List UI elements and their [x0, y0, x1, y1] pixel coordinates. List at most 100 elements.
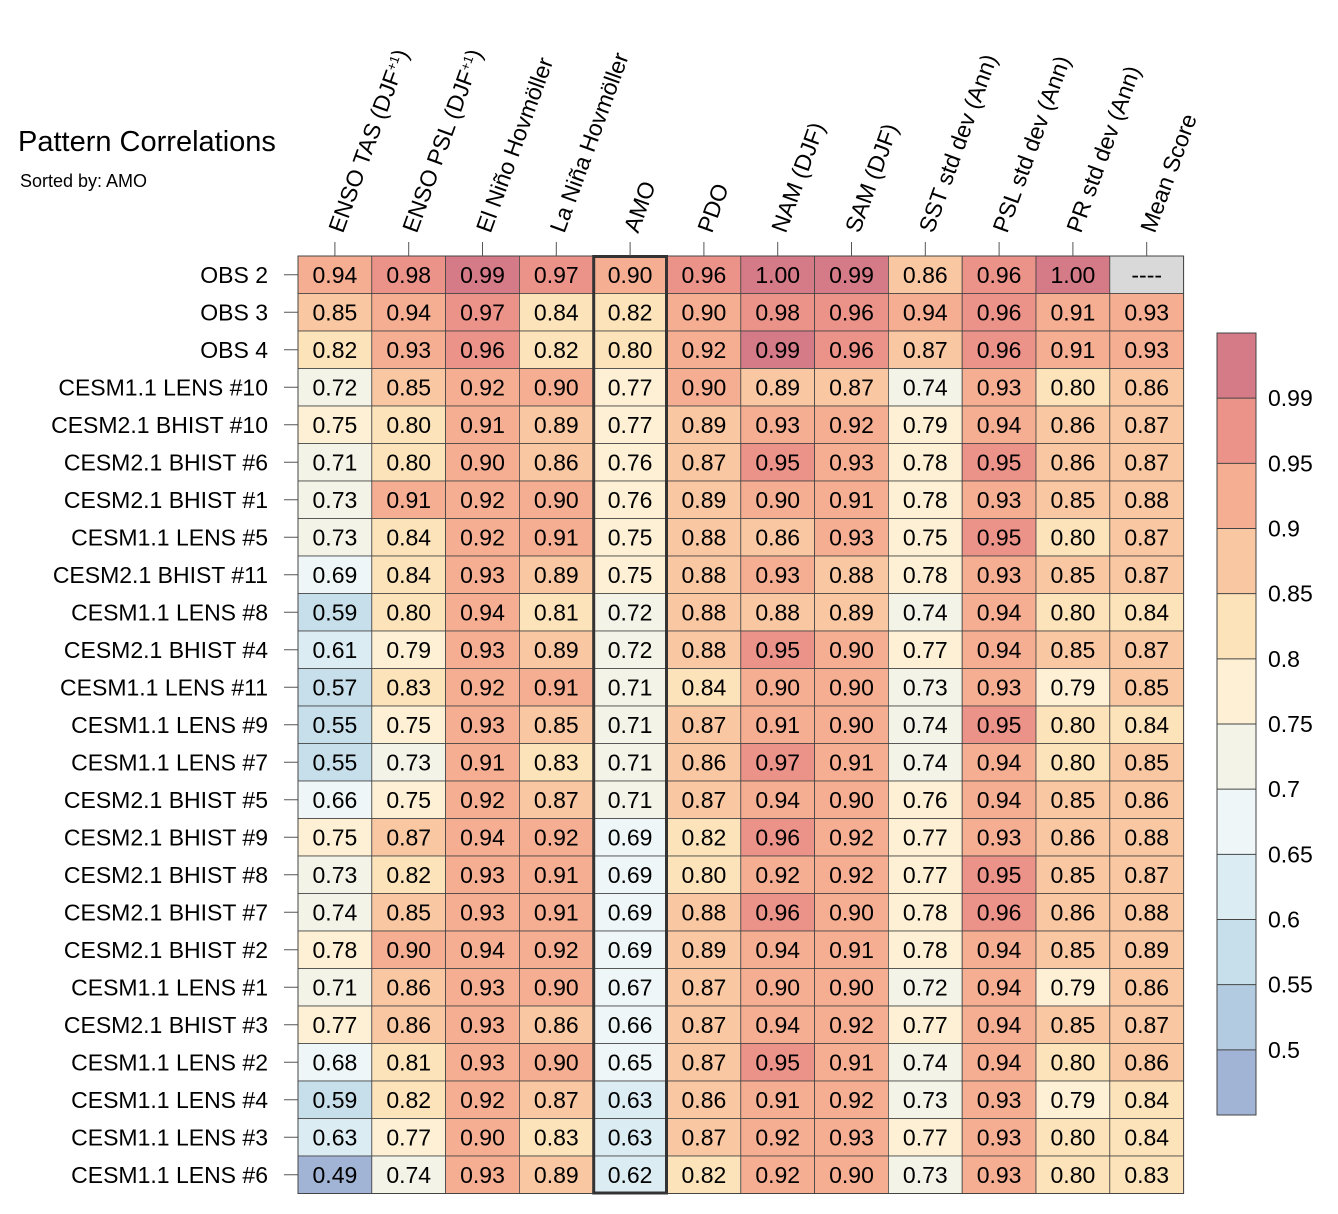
- cell-value: 0.90: [534, 1049, 579, 1075]
- heatmap-cell: [1109, 1118, 1185, 1157]
- cell-value: 0.90: [534, 974, 579, 1000]
- cell-value: 0.90: [534, 374, 579, 400]
- heatmap-cell: [519, 518, 594, 557]
- cell-value: 0.86: [1124, 974, 1169, 1000]
- cell-value: 0.74: [386, 1162, 431, 1188]
- cell-value: 0.79: [1051, 1087, 1096, 1113]
- cell-value: 0.90: [829, 712, 874, 738]
- cell-value: 0.71: [313, 449, 358, 475]
- cell-value: 0.93: [460, 974, 505, 1000]
- cell-value: 0.87: [1124, 412, 1169, 438]
- cell-value: 0.55: [313, 712, 358, 738]
- heatmap-cell: [740, 1118, 815, 1157]
- cell-value: 0.94: [386, 299, 431, 325]
- cell-value: 0.93: [460, 637, 505, 663]
- cell-value: 0.90: [829, 899, 874, 925]
- heatmap-cell: [445, 893, 520, 932]
- heatmap-cell: [1109, 593, 1185, 632]
- heatmap-cell: [888, 930, 963, 969]
- row-label: CESM2.1 BHIST #2: [64, 937, 268, 963]
- heatmap-cell: [519, 1155, 594, 1194]
- heatmap-cell: [814, 930, 889, 969]
- heatmap-cell: [1109, 1155, 1185, 1194]
- cell-value: 0.84: [534, 299, 579, 325]
- cell-value: 0.74: [903, 599, 948, 625]
- cell-value: 0.93: [977, 1087, 1022, 1113]
- cell-value: 0.98: [386, 262, 431, 288]
- cell-value: 0.83: [1124, 1162, 1169, 1188]
- cell-value: 0.86: [386, 974, 431, 1000]
- colorbar-tick-label: 0.55: [1268, 972, 1313, 998]
- cell-value: 0.55: [313, 749, 358, 775]
- cell-value: 0.90: [829, 637, 874, 663]
- heatmap-cell: [1035, 480, 1111, 519]
- heatmap-cell: [814, 330, 889, 369]
- heatmap-cell: [519, 893, 594, 932]
- cell-value: 0.72: [313, 374, 358, 400]
- heatmap-cell: [1035, 1118, 1111, 1157]
- colorbar-band: [1217, 854, 1256, 920]
- heatmap-cell: [888, 518, 963, 557]
- heatmap-cell: [519, 405, 594, 444]
- heatmap-cell: [740, 443, 815, 482]
- cell-value: 0.79: [903, 412, 948, 438]
- column-label: PR std dev (Ann): [1061, 62, 1145, 235]
- cell-value: 0.63: [608, 1087, 653, 1113]
- cell-value: 0.87: [682, 1124, 727, 1150]
- colorbar-band: [1217, 398, 1256, 464]
- cell-value: 0.75: [386, 787, 431, 813]
- cell-value: 0.93: [755, 412, 800, 438]
- row-label: CESM2.1 BHIST #11: [53, 562, 268, 588]
- cell-value: 0.85: [1051, 637, 1096, 663]
- cell-value: 0.74: [313, 899, 358, 925]
- cell-value: 0.99: [755, 337, 800, 363]
- heatmap-cell: [519, 668, 594, 707]
- heatmap-cell: [592, 968, 668, 1007]
- cell-value: 0.80: [1051, 524, 1096, 550]
- cell-value: 0.73: [903, 1087, 948, 1113]
- heatmap-cell: [1035, 368, 1111, 407]
- cell-value: 0.92: [534, 824, 579, 850]
- cell-value: 0.88: [1124, 899, 1169, 925]
- heatmap-cell: [371, 555, 446, 594]
- cell-value: 0.92: [460, 524, 505, 550]
- heatmap-cell: [445, 330, 520, 369]
- cell-value: 0.92: [829, 862, 874, 888]
- cell-value: 0.89: [534, 412, 579, 438]
- heatmap-cell: [445, 743, 520, 782]
- cell-value: 0.95: [755, 449, 800, 475]
- column-label: PSL std dev (Ann): [987, 52, 1075, 235]
- heatmap-cell: [961, 405, 1037, 444]
- column-label: SAM (DJF): [840, 120, 903, 236]
- heatmap-cell: [666, 893, 742, 932]
- cell-value: 0.85: [1051, 787, 1096, 813]
- cell-value: 0.90: [682, 374, 727, 400]
- colorbar-band: [1217, 984, 1256, 1051]
- row-label: CESM2.1 BHIST #5: [64, 787, 268, 813]
- column-label: El Niño Hovmöller: [471, 54, 558, 236]
- cell-value: 0.96: [829, 337, 874, 363]
- cell-value: 0.90: [460, 1124, 505, 1150]
- heatmap-cell: [740, 593, 815, 632]
- cell-value: 0.84: [1124, 1124, 1169, 1150]
- cell-value: 0.76: [608, 449, 653, 475]
- heatmap-cell: [666, 1005, 742, 1044]
- heatmap-cell: [371, 743, 446, 782]
- heatmap-cell: [592, 893, 668, 932]
- heatmap-cell: [888, 780, 963, 819]
- heatmap-cell: [592, 443, 668, 482]
- cell-value: 0.86: [1124, 787, 1169, 813]
- heatmap-cell: [445, 968, 520, 1007]
- cell-value: 0.87: [386, 824, 431, 850]
- cell-value: 0.80: [386, 449, 431, 475]
- heatmap-cell: [592, 705, 668, 744]
- heatmap-cells: 0.94 0.98 0.99 0.97 0.90 0.96 1.00 0.99 0.86 0.96…: [297, 255, 1185, 1194]
- cell-value: 0.59: [313, 599, 358, 625]
- heatmap-cell: [740, 743, 815, 782]
- cell-value: 0.93: [460, 1162, 505, 1188]
- row-label: CESM1.1 LENS #5: [71, 524, 268, 550]
- heatmap-cell: [519, 1005, 594, 1044]
- cell-value: 0.77: [313, 1012, 358, 1038]
- cell-value: 0.76: [903, 787, 948, 813]
- heatmap-cell: [961, 555, 1037, 594]
